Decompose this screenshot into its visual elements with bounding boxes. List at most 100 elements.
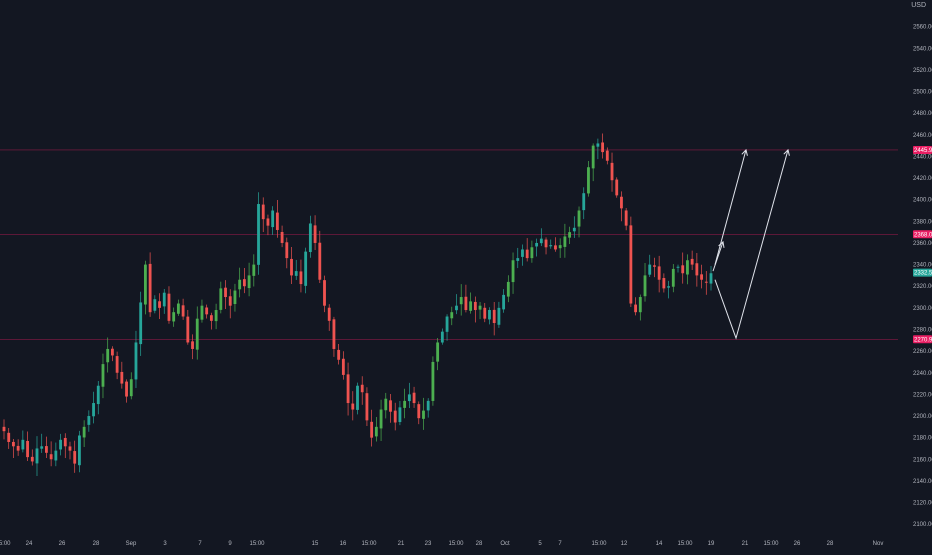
candle <box>304 247 308 294</box>
candle <box>332 316 336 357</box>
x-tick-label: 15:00 <box>448 541 464 547</box>
candle <box>686 254 689 285</box>
candle <box>186 309 190 345</box>
candle-body <box>158 301 161 308</box>
candle-body <box>426 400 430 411</box>
candle <box>634 297 638 316</box>
candle <box>601 133 605 159</box>
candle-body <box>299 271 303 285</box>
candle-body <box>30 456 34 462</box>
candle-body <box>214 310 218 322</box>
x-tick-label: 28 <box>476 541 483 547</box>
candle-body <box>700 274 703 280</box>
candle-body <box>431 361 435 401</box>
candle <box>247 262 251 297</box>
x-tick-label: 3 <box>163 541 167 547</box>
candle-body <box>134 342 138 380</box>
candle <box>365 387 369 426</box>
candle <box>657 255 661 293</box>
candle <box>360 376 364 405</box>
candle-body <box>601 142 605 153</box>
candle <box>610 152 614 192</box>
candle <box>690 250 694 270</box>
candle-body <box>417 404 421 419</box>
x-tick-label: 26 <box>59 541 66 547</box>
candle-body <box>26 440 29 458</box>
candle <box>356 382 359 415</box>
candle-body <box>195 318 199 350</box>
candle <box>92 391 95 424</box>
candle <box>662 273 666 293</box>
candle-body <box>511 260 515 283</box>
candle-body <box>261 204 265 220</box>
candle-body <box>648 264 652 275</box>
candle-body <box>624 210 628 226</box>
candle-body <box>238 279 242 290</box>
candle-body <box>224 287 227 298</box>
y-tick-label: 2560.00 <box>913 25 932 31</box>
projection-arrows <box>712 148 790 340</box>
candle <box>176 299 180 316</box>
candle-body <box>643 275 647 297</box>
candle <box>280 225 284 248</box>
candle-body <box>73 451 77 464</box>
candle <box>605 147 609 165</box>
candle-body <box>440 331 444 343</box>
candle <box>228 289 232 319</box>
candle <box>134 330 138 388</box>
candle <box>167 286 171 324</box>
candle-body <box>572 227 576 232</box>
candle-body <box>464 296 468 311</box>
candle <box>110 346 114 362</box>
candle-body <box>186 316 190 343</box>
candle <box>266 214 270 236</box>
candle <box>172 307 176 327</box>
candle-body <box>356 385 359 410</box>
candle <box>464 284 468 313</box>
candle-body <box>709 273 713 284</box>
candle <box>252 254 256 287</box>
candle <box>530 240 534 263</box>
candle-body <box>502 294 506 310</box>
candle-body <box>615 179 619 196</box>
candle <box>384 392 388 419</box>
candle <box>473 296 477 323</box>
candle <box>290 246 293 285</box>
x-tick-label: 9 <box>228 541 232 547</box>
y-tick-label: 2400.00 <box>913 198 932 204</box>
candle <box>200 299 204 323</box>
projection-arrow-line[interactable] <box>712 241 724 272</box>
candle-body <box>638 297 642 313</box>
candle <box>426 398 430 418</box>
candle <box>638 294 642 321</box>
candle-body <box>7 432 11 442</box>
candle <box>704 271 708 295</box>
candle <box>511 252 515 294</box>
candle-body <box>436 342 440 362</box>
price-tag-bg <box>913 230 932 239</box>
candle <box>323 275 326 313</box>
price-tag: 2332.52 <box>913 268 932 277</box>
x-tick-label: 19 <box>708 541 715 547</box>
projection-arrow-line[interactable] <box>714 149 789 340</box>
projection-arrow-line[interactable] <box>714 149 747 265</box>
candle <box>233 283 237 312</box>
candle-body <box>681 265 685 274</box>
candle-body <box>129 379 133 397</box>
candle-body <box>205 307 209 315</box>
candle <box>549 239 553 249</box>
x-tick-label: 21 <box>742 541 749 547</box>
price-tag: 2445.96 <box>913 145 932 154</box>
candle <box>59 433 62 456</box>
candle <box>582 187 586 220</box>
y-tick-label: 2220.00 <box>913 392 932 398</box>
candle-body <box>506 281 510 297</box>
x-tick-label: Oct <box>500 541 510 547</box>
candle <box>16 439 20 456</box>
x-tick-label: 15:00 <box>249 541 265 547</box>
candle <box>572 216 576 238</box>
candle-body <box>332 319 336 349</box>
candle <box>455 294 458 315</box>
